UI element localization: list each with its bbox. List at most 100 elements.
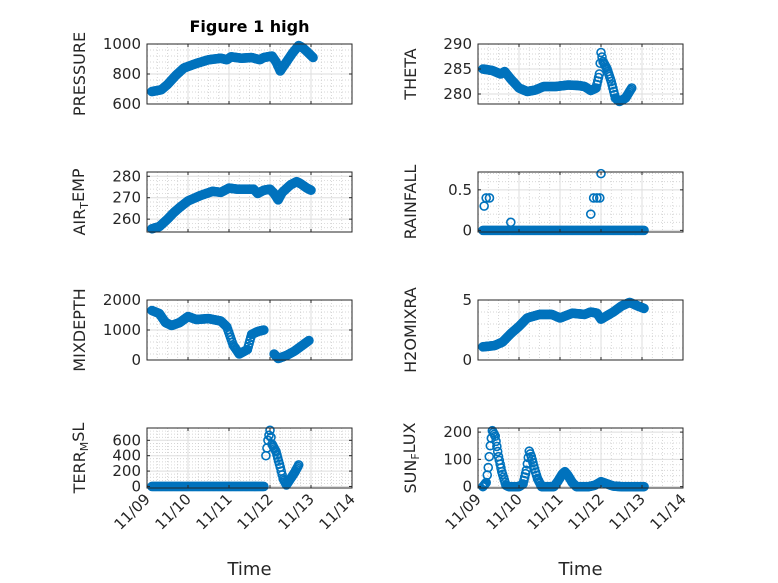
ylabel: RAINFALL	[401, 165, 420, 240]
xlabel: Time	[226, 559, 271, 580]
axes-box	[146, 171, 353, 233]
subplot-theta: 280 285 290 THETA	[401, 35, 684, 107]
xtick-label: 11/14	[647, 490, 690, 533]
xtick-label: 11/11	[524, 490, 567, 533]
ylabel: MIXDEPTH	[70, 288, 89, 371]
ylabel-main: H2OMIXRA	[401, 287, 420, 373]
axes-box	[477, 171, 684, 233]
series-h2omixra	[478, 297, 649, 352]
ylabel: SUNFLUX	[400, 422, 422, 493]
xtick-label: 11/10	[483, 490, 526, 533]
data-point	[266, 432, 276, 443]
data-point	[304, 335, 314, 346]
ylabel-rest: EMP	[69, 168, 88, 202]
data-point	[505, 217, 516, 228]
data-point	[484, 451, 495, 462]
subplot-h2omixra: 0 5 H2OMIXRA	[401, 287, 684, 373]
data-point	[496, 463, 506, 473]
ylabel-main: TERR	[70, 451, 89, 494]
ylabel-subscript: T	[78, 202, 91, 210]
ylabel: TERRMSL	[69, 423, 91, 495]
data-point	[592, 193, 602, 203]
xtick-label: 11/09	[442, 490, 485, 533]
data-point	[481, 193, 492, 203]
xtick-label: 11/13	[606, 490, 649, 533]
ylabel-main: THETA	[401, 48, 420, 100]
xtick-label: 11/09	[111, 490, 154, 533]
ytick-label: 290	[443, 35, 472, 53]
data-point	[264, 430, 274, 441]
ylabel-main: SUN	[401, 460, 420, 494]
data-point	[483, 462, 494, 473]
subplot-airtemp: 260 270 280 AIRTEMP	[69, 167, 353, 236]
ylabel: H2OMIXRA	[401, 287, 420, 373]
data-point	[306, 185, 316, 196]
ytick-label: 0	[131, 477, 141, 495]
data-point	[639, 303, 649, 314]
series-terrmsl	[147, 425, 304, 492]
data-point	[585, 209, 596, 219]
ytick-label: 600	[112, 431, 141, 449]
ytick-label: 0	[462, 351, 472, 369]
axes-box	[477, 299, 684, 361]
data-point	[492, 441, 502, 452]
ytick-label: 1000	[103, 321, 141, 339]
ytick-label: 800	[112, 65, 141, 83]
data-point	[639, 225, 649, 236]
ytick-label: 600	[112, 95, 141, 113]
data-point	[259, 481, 269, 492]
subplot-rainfall: 0 0.5 RAINFALL	[401, 165, 684, 240]
data-point	[484, 193, 495, 203]
data-point	[492, 446, 503, 457]
ylabel-subscript: F	[409, 453, 422, 459]
ytick-label: 1000	[103, 35, 141, 53]
ytick-label: 0	[462, 478, 472, 496]
data-point	[596, 168, 606, 179]
ylabel-rest: LUX	[400, 422, 419, 453]
data-point	[265, 425, 275, 436]
data-point	[491, 436, 501, 447]
ylabel: AIRTEMP	[69, 168, 91, 235]
figure-title: Figure 1 high	[190, 17, 310, 36]
xtick-label: 11/12	[234, 490, 277, 533]
ytick-label: 280	[112, 167, 141, 185]
ytick-label: 270	[112, 189, 141, 207]
data-point	[596, 47, 606, 58]
ytick-label: 260	[112, 210, 141, 228]
ytick-label: 2000	[103, 291, 141, 309]
data-point	[594, 193, 605, 203]
ytick-label: 200	[443, 423, 472, 441]
ytick-label: 400	[112, 447, 141, 465]
ytick-label: 280	[443, 85, 472, 103]
xtick-label: 11/10	[152, 490, 195, 533]
ylabel-main: RAINFALL	[401, 165, 420, 240]
xtick-label: 11/11	[193, 490, 236, 533]
subplot-pressure: 600 800 1000 PRESSURE Figure 1 high	[70, 17, 353, 116]
xtick-label: 11/14	[316, 490, 359, 533]
ytick-label: 0	[462, 221, 472, 239]
xtick-label: 11/13	[275, 490, 318, 533]
data-point	[259, 325, 269, 335]
data-point	[626, 83, 637, 93]
subplot-mixdepth: 0 1000 2000 MIXDEPTH	[70, 288, 353, 372]
ytick-label: 285	[443, 60, 472, 78]
data-point	[588, 193, 599, 203]
ytick-label: 100	[443, 450, 472, 468]
data-point	[594, 69, 605, 79]
series-theta	[478, 47, 637, 107]
ytick-label: 0.5	[448, 181, 472, 199]
axes-box	[477, 427, 684, 489]
axes-box	[146, 427, 353, 489]
ylabel-main: MIXDEPTH	[70, 288, 89, 371]
ylabel-rest: SL	[69, 423, 88, 442]
data-point	[293, 460, 304, 470]
xlabel: Time	[557, 559, 602, 580]
ylabel-main: AIR	[70, 209, 89, 236]
axes-box	[477, 43, 684, 105]
ylabel: THETA	[401, 48, 420, 100]
xtick-label: 11/12	[565, 490, 608, 533]
